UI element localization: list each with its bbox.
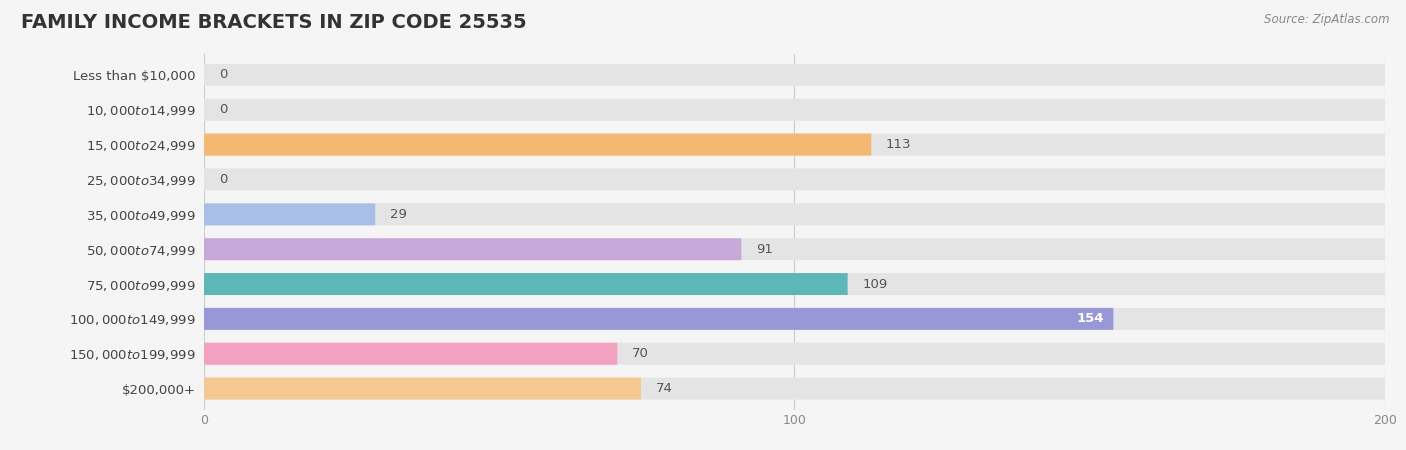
Text: Source: ZipAtlas.com: Source: ZipAtlas.com bbox=[1264, 14, 1389, 27]
FancyBboxPatch shape bbox=[204, 378, 641, 400]
FancyBboxPatch shape bbox=[204, 134, 1385, 156]
FancyBboxPatch shape bbox=[204, 134, 872, 156]
Text: 154: 154 bbox=[1077, 312, 1105, 325]
Text: 29: 29 bbox=[389, 208, 406, 221]
FancyBboxPatch shape bbox=[204, 308, 1385, 330]
FancyBboxPatch shape bbox=[204, 238, 741, 260]
Text: FAMILY INCOME BRACKETS IN ZIP CODE 25535: FAMILY INCOME BRACKETS IN ZIP CODE 25535 bbox=[21, 14, 527, 32]
Text: 0: 0 bbox=[219, 103, 226, 116]
Text: 113: 113 bbox=[886, 138, 911, 151]
FancyBboxPatch shape bbox=[204, 203, 375, 225]
FancyBboxPatch shape bbox=[204, 273, 1385, 295]
Text: 0: 0 bbox=[219, 173, 226, 186]
FancyBboxPatch shape bbox=[204, 99, 1385, 121]
FancyBboxPatch shape bbox=[204, 203, 1385, 225]
FancyBboxPatch shape bbox=[204, 308, 1114, 330]
FancyBboxPatch shape bbox=[204, 64, 1385, 86]
FancyBboxPatch shape bbox=[204, 378, 1385, 400]
FancyBboxPatch shape bbox=[204, 168, 1385, 190]
Text: 0: 0 bbox=[219, 68, 226, 81]
FancyBboxPatch shape bbox=[204, 343, 1385, 364]
FancyBboxPatch shape bbox=[204, 343, 617, 364]
Text: 109: 109 bbox=[862, 278, 887, 291]
Text: 91: 91 bbox=[756, 243, 773, 256]
FancyBboxPatch shape bbox=[204, 273, 848, 295]
Text: 70: 70 bbox=[633, 347, 650, 360]
Text: 74: 74 bbox=[655, 382, 672, 395]
FancyBboxPatch shape bbox=[204, 238, 1385, 260]
